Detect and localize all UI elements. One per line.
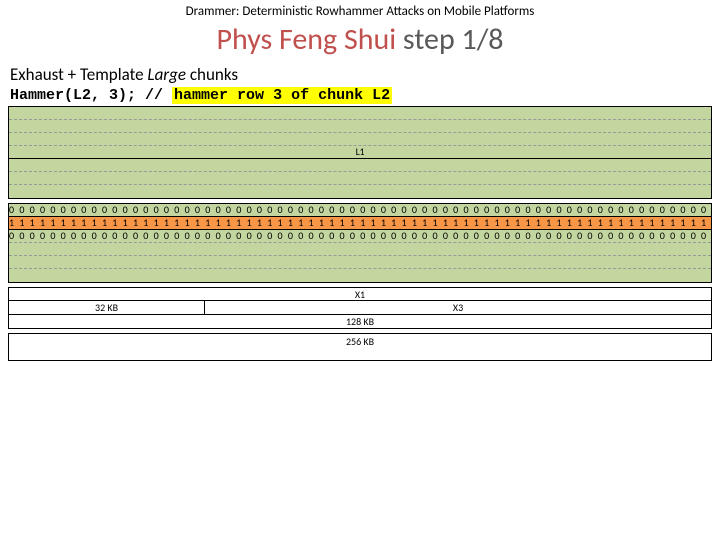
- memory-row-label: L1: [356, 146, 365, 158]
- memory-block-l1: L1: [8, 106, 712, 199]
- code-call: Hammer(L2, 3);: [10, 87, 145, 104]
- title-plain: step 1/8: [396, 21, 503, 58]
- memory-row: [9, 107, 711, 120]
- memory-row-bits: 1 1 1 1 1 1 1 1 1 1 1 1 1 1 1 1 1 1 1 1 …: [9, 217, 711, 229]
- subtitle-prefix: Exhaust + Template: [10, 64, 147, 85]
- memory-block-l2: 0 0 0 0 0 0 0 0 0 0 0 0 0 0 0 0 0 0 0 0 …: [8, 203, 712, 283]
- block-256kb: 256 KB: [8, 333, 712, 361]
- memory-row: [9, 172, 711, 185]
- memory-row: [9, 133, 711, 146]
- title-accent: Phys Feng Shui: [216, 21, 396, 58]
- split-right-x3: X3: [205, 301, 712, 315]
- memory-row: [9, 120, 711, 133]
- page-title: Phys Feng Shui step 1/8: [8, 21, 712, 58]
- memory-row-bits: 0 0 0 0 0 0 0 0 0 0 0 0 0 0 0 0 0 0 0 0 …: [9, 204, 711, 216]
- memory-row: [9, 185, 711, 198]
- memory-row: [9, 256, 711, 269]
- memory-row: 0 0 0 0 0 0 0 0 0 0 0 0 0 0 0 0 0 0 0 0 …: [9, 230, 711, 243]
- split-left-32kb: 32 KB: [8, 301, 205, 315]
- subtitle-suffix: chunks: [186, 64, 238, 85]
- memory-row: [9, 159, 711, 172]
- memory-row-bits: 0 0 0 0 0 0 0 0 0 0 0 0 0 0 0 0 0 0 0 0 …: [9, 230, 711, 242]
- code-comment-slash: //: [145, 87, 172, 104]
- subtitle-italic: Large: [147, 64, 186, 85]
- memory-row: [9, 243, 711, 256]
- code-line: Hammer(L2, 3); // hammer row 3 of chunk …: [8, 87, 712, 104]
- code-comment-highlight: hammer row 3 of chunk L2: [172, 87, 392, 104]
- memory-row: 0 0 0 0 0 0 0 0 0 0 0 0 0 0 0 0 0 0 0 0 …: [9, 204, 711, 217]
- header-top: Drammer: Deterministic Rowhammer Attacks…: [8, 4, 712, 19]
- memory-row: [9, 269, 711, 282]
- split-top-x1: X1: [8, 287, 712, 301]
- subtitle: Exhaust + Template Large chunks: [8, 64, 712, 85]
- memory-row: L1: [9, 146, 711, 159]
- split-bottom-128kb: 128 KB: [8, 315, 712, 329]
- split-block: X1 32 KB X3 128 KB: [8, 287, 712, 329]
- memory-row: 1 1 1 1 1 1 1 1 1 1 1 1 1 1 1 1 1 1 1 1 …: [9, 217, 711, 230]
